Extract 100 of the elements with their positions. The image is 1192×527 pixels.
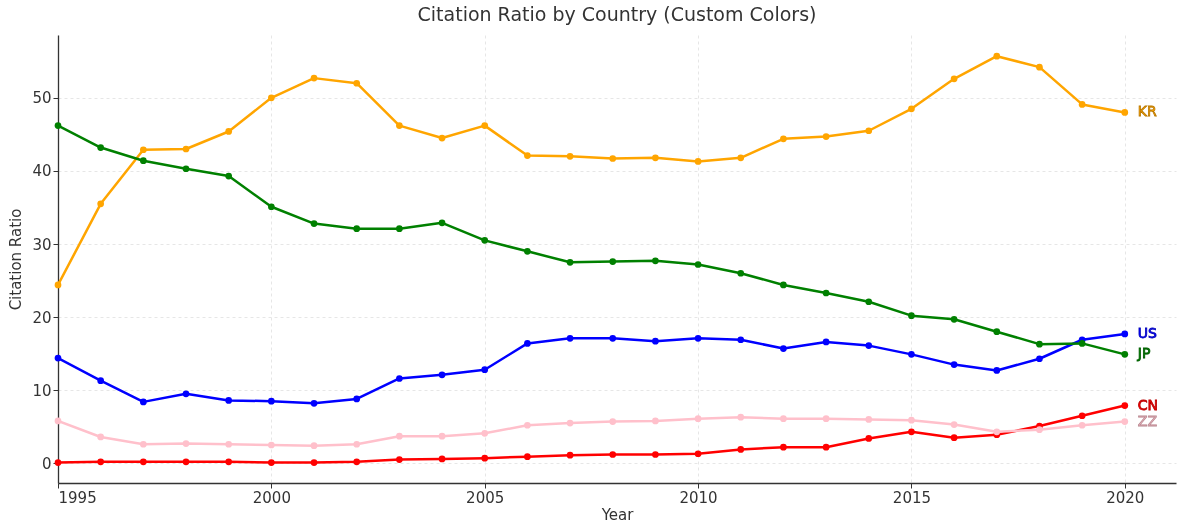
y-tick-label: 0 [41,454,52,473]
point [1036,426,1043,433]
y-tick-label: 30 [32,235,52,254]
point [780,443,787,451]
point [1078,340,1086,347]
point [268,397,275,405]
point [54,281,62,289]
point [182,390,190,398]
point [481,237,489,244]
point [566,258,574,266]
y-tick-label: 10 [32,381,52,400]
point [225,440,233,448]
point [139,440,147,448]
point [438,134,446,142]
series-label: US [1137,324,1158,341]
point [524,340,531,347]
point [524,421,531,429]
point [1121,109,1129,116]
point [54,417,62,425]
chart-title: Citation Ratio by Country (Custom Colors) [417,3,817,25]
point [780,135,787,143]
point [950,434,958,442]
point [54,122,62,129]
point [396,432,403,440]
point [54,459,62,466]
point [1121,402,1129,409]
point [97,377,105,385]
point [353,440,361,448]
point [950,315,958,323]
point [182,458,190,466]
point [481,366,489,374]
point [1121,351,1129,358]
x-tick-label: 2020 [1106,488,1145,507]
point [481,454,489,462]
point [908,105,915,113]
point [524,453,531,461]
point [993,367,1001,374]
point [822,133,830,140]
point [481,122,489,129]
point [268,459,275,466]
y-tick-label: 40 [32,162,52,181]
point [1078,421,1086,429]
point [865,342,873,349]
point [225,397,233,404]
point [737,413,745,421]
point [609,334,617,342]
point [182,165,190,173]
point [438,219,446,227]
point [268,203,275,211]
y-axis-title: Citation Ratio [7,208,26,311]
point [737,336,745,344]
point [694,450,702,458]
point [822,289,830,297]
point [97,433,105,441]
point [1121,330,1129,338]
point [609,155,617,162]
point [993,52,1001,60]
point [822,338,830,346]
point [225,128,233,135]
point [993,328,1001,336]
point [310,220,318,227]
point [396,225,403,233]
point [652,417,659,425]
point [97,200,105,208]
point [225,172,233,180]
point [524,247,531,255]
point [396,456,403,463]
point [268,441,275,449]
point [908,416,915,424]
point [139,398,147,406]
point [139,458,147,466]
point [566,334,574,342]
x-tick-label: 2000 [252,488,291,507]
point [737,446,745,453]
point [182,145,190,153]
point [139,146,147,154]
point [780,281,787,289]
point [822,415,830,423]
point [694,415,702,423]
point [438,455,446,463]
x-tick-label: 2010 [679,488,718,507]
point [1121,418,1129,425]
point [950,421,958,428]
point [225,458,233,466]
point [609,258,617,265]
point [652,337,659,345]
point [97,458,105,466]
series-label: ZZ [1137,412,1157,429]
point [822,443,830,451]
point [54,354,62,362]
point [652,154,659,162]
x-axis-title: Year [600,505,635,524]
point [609,418,617,425]
point [566,419,574,427]
point [310,74,318,82]
point [694,261,702,268]
x-tick-label: 1995 [58,488,97,507]
series-label: JP [1136,345,1151,362]
point [310,459,318,466]
point [353,458,361,466]
